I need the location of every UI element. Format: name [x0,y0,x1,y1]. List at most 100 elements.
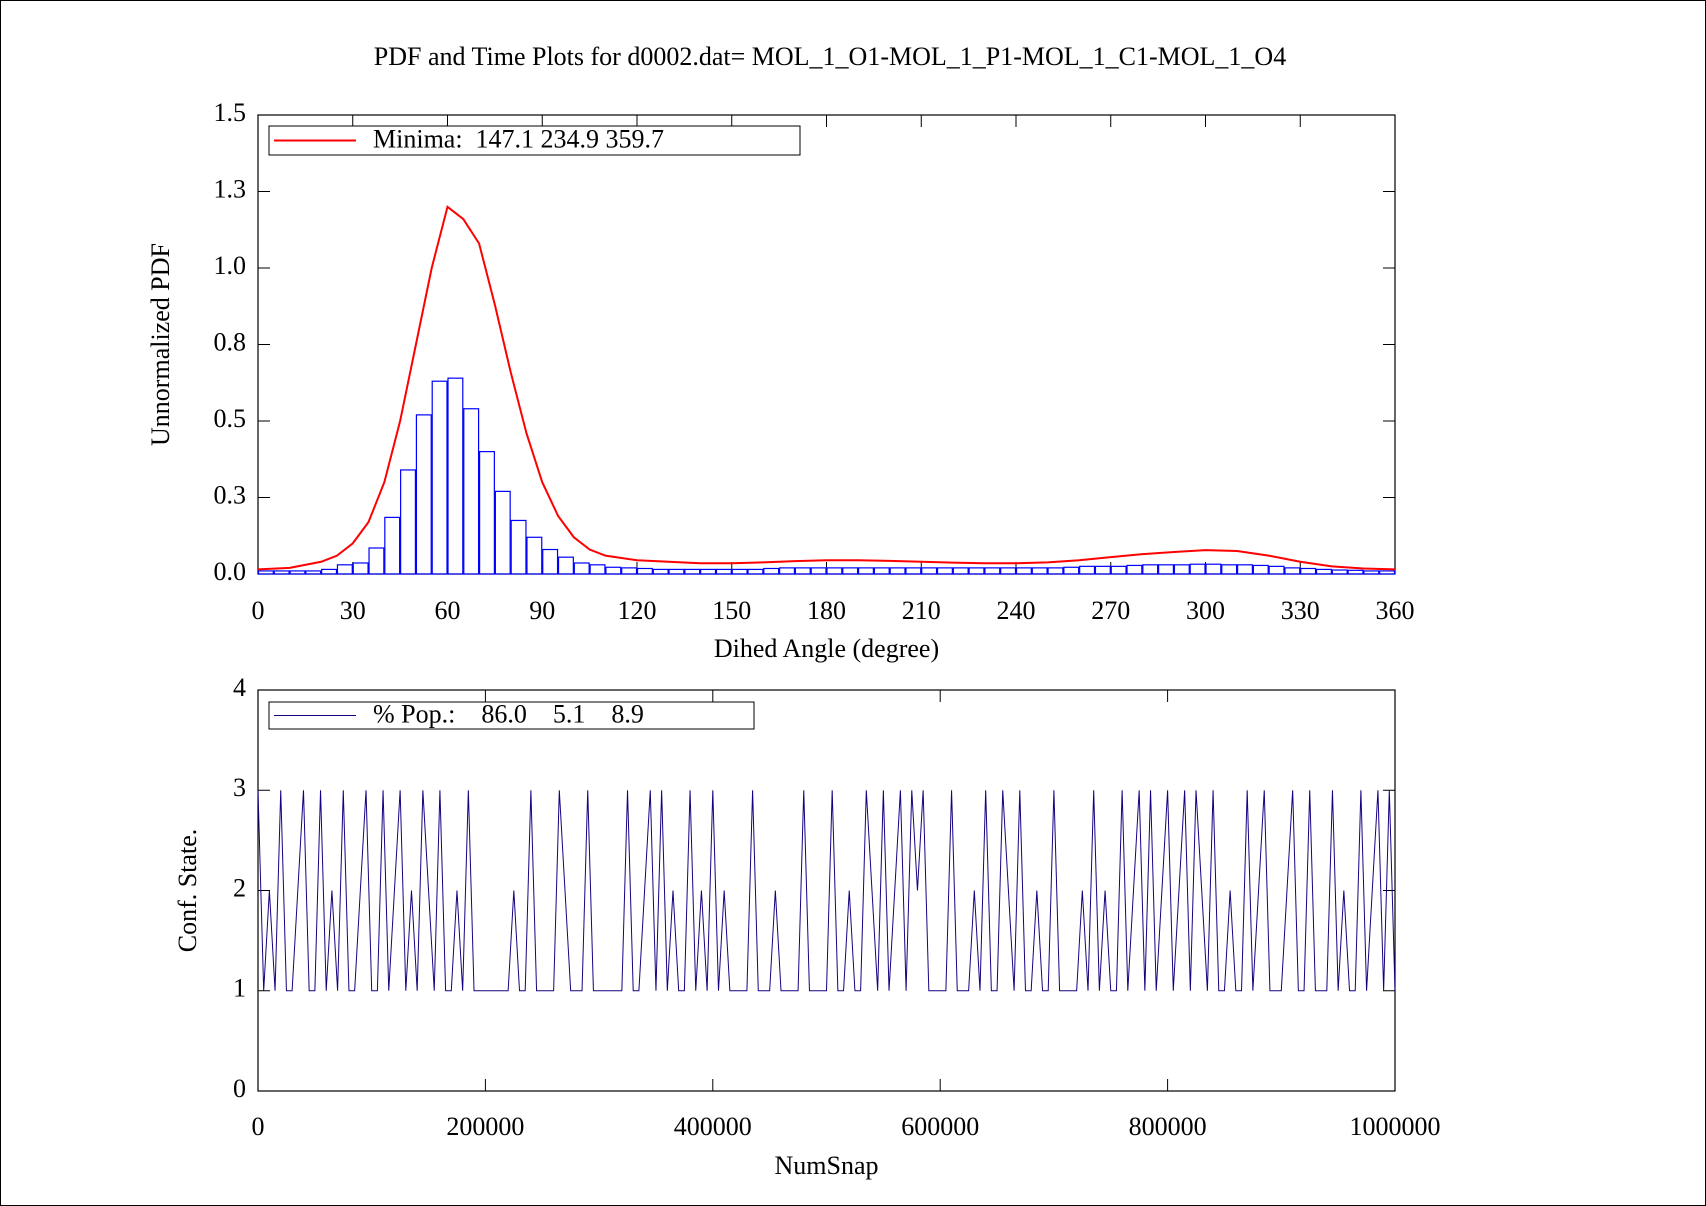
bar [1221,564,1238,575]
y-axis-label: Unnormalized PDF [146,243,175,446]
y-tick-label: 2 [233,873,246,902]
bar [289,570,306,575]
y-tick-label: 0.5 [214,404,247,433]
bar [1000,567,1017,575]
x-tick-label: 240 [997,596,1036,625]
bar [779,567,796,575]
y-tick-label: 0.3 [214,480,247,509]
bar [1158,564,1175,575]
bar [636,567,653,575]
bar [1047,567,1064,575]
x-tick-label: 210 [902,596,941,625]
x-tick-label: 270 [1091,596,1130,625]
x-tick-label: 800000 [1129,1112,1207,1141]
bar [873,567,890,575]
chart-title: PDF and Time Plots for d0002.dat= MOL_1_… [374,42,1286,71]
x-tick-label: 120 [618,596,657,625]
bar [952,567,969,575]
bar [1110,565,1127,575]
x-tick-label: 0 [252,596,265,625]
bar [763,567,780,575]
y-tick-label: 4 [233,673,246,702]
bar [1126,564,1143,575]
bar [857,567,874,575]
bar [336,564,353,575]
bar [1363,570,1380,575]
bar [984,567,1001,575]
bar [731,568,748,575]
bar [573,562,590,575]
y-axis-label: Conf. State. [173,829,202,953]
bar [1284,567,1301,575]
bar [668,568,685,575]
bar [400,469,417,575]
bar [684,568,701,575]
legend-box [268,125,801,156]
bar [1300,567,1317,575]
x-tick-label: 330 [1281,596,1320,625]
bar [1315,568,1332,575]
bar [1189,563,1206,575]
y-tick-label: 1 [233,974,246,1003]
x-tick-label: 60 [435,596,461,625]
x-axis-label: Dihed Angle (degree) [714,634,939,663]
y-tick-label: 3 [233,773,246,802]
bar [478,451,495,575]
y-tick-label: 0.8 [214,327,247,356]
bar [794,567,811,575]
bar [1015,567,1032,575]
bar [447,377,464,575]
bar [1173,564,1190,575]
y-tick-label: 1.5 [214,98,247,127]
bar [273,570,290,575]
x-tick-label: 200000 [446,1112,524,1141]
bar [652,568,669,575]
x-tick-label: 150 [712,596,751,625]
bar [1205,563,1222,575]
bar [1268,565,1285,575]
series-line [257,790,1396,992]
bar [1236,564,1253,575]
bar [557,556,574,575]
bar [826,567,843,575]
x-tick-label: 30 [340,596,366,625]
bar [842,567,859,575]
bar [700,568,717,575]
bar [589,564,606,575]
x-tick-label: 360 [1376,596,1415,625]
bar [921,567,938,575]
bar [810,567,827,575]
bar [715,568,732,575]
bar [1347,569,1364,575]
bar [321,568,338,575]
x-tick-label: 0 [252,1112,265,1141]
bar [463,408,480,575]
bar [1063,566,1080,575]
bar [494,490,511,575]
x-tick-label: 300 [1186,596,1225,625]
bar [352,562,369,575]
x-axis-label: NumSnap [775,1151,879,1180]
bar [1094,565,1111,575]
bar [510,519,527,575]
bar [384,516,401,575]
y-tick-label: 1.0 [214,251,247,280]
bar [415,414,432,575]
bar [1252,564,1269,575]
series-line [257,205,1396,571]
legend-label: % Pop.: 86.0 5.1 8.9 [373,699,644,728]
x-tick-label: 600000 [901,1112,979,1141]
bar [605,566,622,575]
bar [542,548,559,575]
bar [257,570,274,575]
bar [368,547,385,575]
bar [431,380,448,575]
x-tick-label: 400000 [674,1112,752,1141]
y-tick-label: 0.0 [214,557,247,586]
bar [936,567,953,575]
y-tick-label: 0 [233,1074,246,1103]
bar [889,567,906,575]
